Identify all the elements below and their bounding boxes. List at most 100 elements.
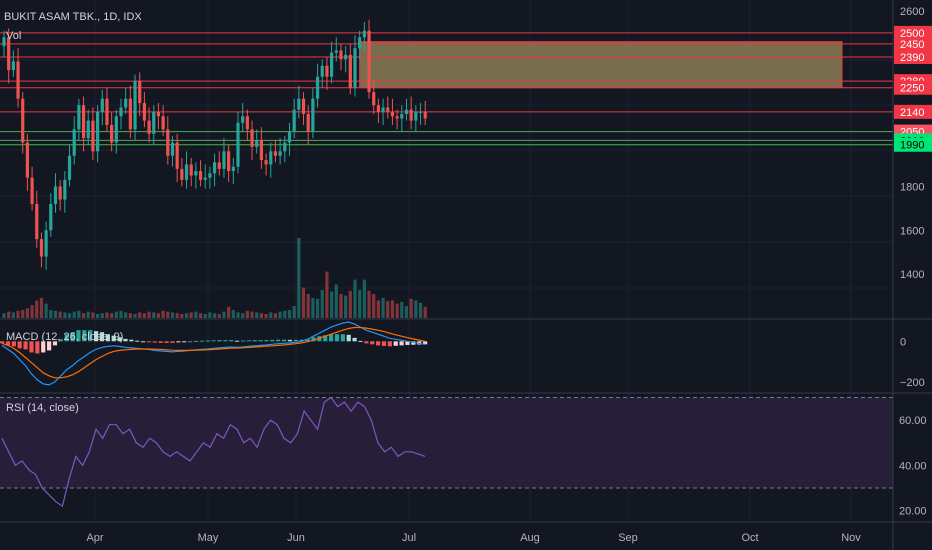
candle-body[interactable] bbox=[334, 50, 338, 53]
candle-body[interactable] bbox=[306, 114, 310, 132]
candle-body[interactable] bbox=[241, 116, 245, 123]
price-candles[interactable] bbox=[2, 19, 427, 270]
candle-body[interactable] bbox=[170, 142, 175, 156]
candle-body[interactable] bbox=[353, 48, 357, 88]
candle-body[interactable] bbox=[110, 125, 114, 143]
candle-body[interactable] bbox=[189, 164, 193, 176]
candle-body[interactable] bbox=[63, 179, 67, 200]
candle-body[interactable] bbox=[297, 98, 301, 110]
candle-body[interactable] bbox=[180, 168, 184, 180]
candle-body[interactable] bbox=[114, 116, 118, 143]
candle-body[interactable] bbox=[376, 105, 380, 112]
candle-body[interactable] bbox=[404, 109, 409, 115]
candle-body[interactable] bbox=[255, 140, 259, 147]
candle-body[interactable] bbox=[358, 37, 362, 49]
candle-body[interactable] bbox=[287, 131, 292, 143]
candle-body[interactable] bbox=[44, 230, 48, 257]
candle-body[interactable] bbox=[138, 81, 142, 104]
macd-line bbox=[1, 321, 426, 386]
candle-body[interactable] bbox=[236, 122, 240, 167]
candle-body[interactable] bbox=[423, 111, 427, 119]
candle-body[interactable] bbox=[152, 111, 156, 134]
candle-body[interactable] bbox=[278, 151, 282, 156]
candle-body[interactable] bbox=[105, 98, 109, 126]
candle-body[interactable] bbox=[30, 177, 34, 204]
candle-body[interactable] bbox=[35, 203, 39, 240]
candle-body[interactable] bbox=[409, 109, 413, 121]
candle-body[interactable] bbox=[320, 65, 324, 77]
volume-bar bbox=[44, 303, 48, 318]
candle-body[interactable] bbox=[250, 129, 254, 147]
candle-body[interactable] bbox=[147, 120, 151, 134]
candle-body[interactable] bbox=[217, 162, 221, 169]
candle-body[interactable] bbox=[395, 116, 399, 119]
candle-body[interactable] bbox=[227, 151, 231, 172]
candle-body[interactable] bbox=[21, 98, 25, 143]
candle-body[interactable] bbox=[372, 92, 376, 106]
candle-body[interactable] bbox=[344, 54, 348, 60]
candle-body[interactable] bbox=[400, 114, 404, 119]
candle-body[interactable] bbox=[283, 142, 287, 152]
candle-body[interactable] bbox=[86, 120, 90, 139]
candle-body[interactable] bbox=[133, 81, 137, 130]
candle-body[interactable] bbox=[16, 61, 20, 99]
candle-body[interactable] bbox=[231, 166, 235, 172]
candle-body[interactable] bbox=[381, 107, 385, 112]
candle-body[interactable] bbox=[348, 54, 352, 88]
candle-body[interactable] bbox=[142, 103, 146, 121]
candle-body[interactable] bbox=[166, 129, 170, 156]
candle-body[interactable] bbox=[362, 30, 366, 38]
candle-body[interactable] bbox=[119, 107, 123, 117]
candle-body[interactable] bbox=[390, 111, 395, 117]
candle-body[interactable] bbox=[53, 186, 58, 204]
candle-body[interactable] bbox=[184, 164, 189, 180]
candle-body[interactable] bbox=[91, 120, 95, 152]
candle-body[interactable] bbox=[100, 98, 104, 112]
candle-body[interactable] bbox=[269, 151, 273, 165]
candle-body[interactable] bbox=[194, 171, 198, 176]
time-axis-label: Sep bbox=[618, 532, 638, 544]
candle-body[interactable] bbox=[301, 98, 306, 115]
candle-body[interactable] bbox=[367, 30, 371, 93]
candle-body[interactable] bbox=[124, 98, 128, 108]
candle-body[interactable] bbox=[325, 65, 329, 77]
candle-body[interactable] bbox=[339, 50, 343, 60]
candle-body[interactable] bbox=[161, 116, 165, 130]
candle-body[interactable] bbox=[49, 203, 53, 231]
candle-body[interactable] bbox=[81, 105, 86, 139]
candle-body[interactable] bbox=[25, 142, 29, 178]
candle-body[interactable] bbox=[414, 111, 418, 121]
candle-body[interactable] bbox=[311, 98, 315, 132]
candle-body[interactable] bbox=[245, 116, 249, 130]
candle-body[interactable] bbox=[203, 177, 207, 180]
candle-body[interactable] bbox=[77, 105, 81, 130]
candle-body[interactable] bbox=[96, 111, 100, 152]
candle-body[interactable] bbox=[156, 111, 161, 117]
candle-body[interactable] bbox=[58, 186, 62, 200]
candle-body[interactable] bbox=[67, 155, 72, 180]
rsi-pane[interactable] bbox=[0, 396, 893, 508]
candle-body[interactable] bbox=[7, 37, 11, 71]
candle-body[interactable] bbox=[273, 151, 278, 156]
macd-pane[interactable] bbox=[0, 321, 428, 386]
candle-body[interactable] bbox=[39, 239, 44, 257]
candle-body[interactable] bbox=[386, 107, 390, 112]
macd-histogram-bar bbox=[0, 341, 5, 344]
candle-body[interactable] bbox=[264, 160, 268, 165]
candle-body[interactable] bbox=[292, 109, 296, 132]
candle-body[interactable] bbox=[2, 37, 6, 47]
candle-body[interactable] bbox=[72, 129, 76, 156]
candle-body[interactable] bbox=[213, 162, 217, 174]
candle-body[interactable] bbox=[128, 98, 132, 130]
candle-body[interactable] bbox=[259, 140, 263, 161]
candle-body[interactable] bbox=[330, 52, 334, 77]
candle-body[interactable] bbox=[198, 171, 203, 180]
candle-body[interactable] bbox=[222, 151, 226, 169]
volume-bar bbox=[245, 310, 249, 318]
candle-body[interactable] bbox=[11, 61, 15, 71]
candle-body[interactable] bbox=[208, 173, 212, 178]
candle-body[interactable] bbox=[315, 76, 320, 99]
candle-body[interactable] bbox=[175, 142, 179, 169]
candle-body[interactable] bbox=[418, 111, 423, 113]
